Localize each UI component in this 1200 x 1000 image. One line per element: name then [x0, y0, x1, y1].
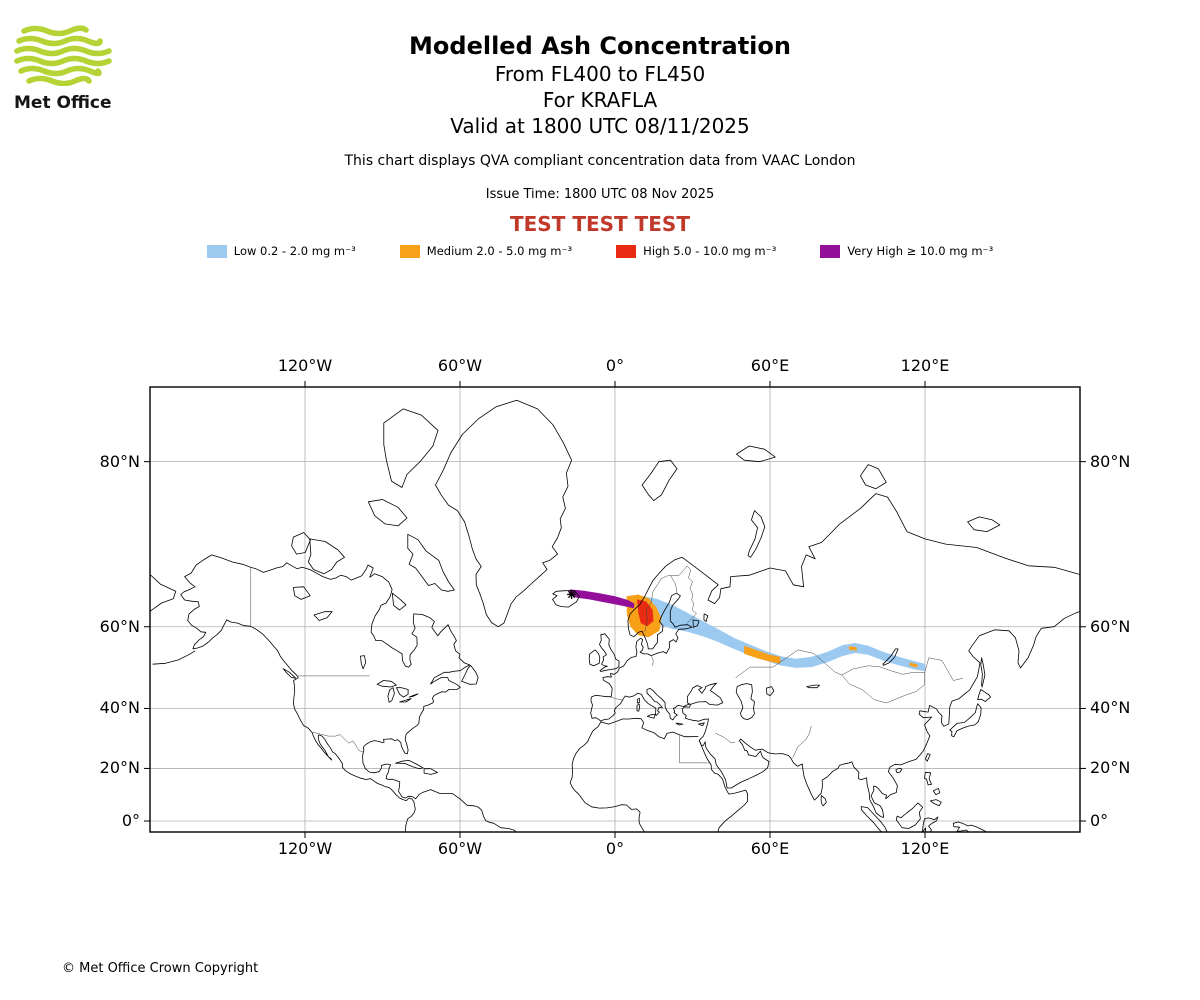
y-tick-left: 20°N	[99, 758, 140, 778]
legend-item-0: Low 0.2 - 2.0 mg m⁻³	[206, 244, 356, 258]
plume-band-low	[640, 595, 925, 672]
legend-swatch	[399, 244, 420, 258]
coastlines	[150, 399, 1080, 832]
y-tick-right: 60°N	[1090, 616, 1131, 636]
met-office-logo-waves	[14, 25, 112, 87]
legend-item-3: Very High ≥ 10.0 mg m⁻³	[820, 244, 993, 258]
legend-swatch	[820, 244, 841, 258]
legend-swatch	[616, 244, 637, 258]
x-tick-top: 120°E	[900, 356, 950, 375]
met-office-logo: Met Office	[14, 24, 134, 113]
chart-description: This chart displays QVA compliant concen…	[344, 153, 856, 169]
legend: Low 0.2 - 2.0 mg m⁻³ Medium 2.0 - 5.0 mg …	[0, 244, 1200, 258]
legend-label: Very High ≥ 10.0 mg m⁻³	[847, 244, 994, 258]
subtitle-flight-levels: From FL400 to FL450	[494, 62, 706, 86]
x-tick-top: 0°	[605, 356, 625, 375]
y-tick-left: 60°N	[99, 616, 140, 636]
x-tick-top: 60°E	[750, 356, 790, 375]
x-tick-bottom: 0°	[605, 839, 625, 858]
plume-band-high	[637, 599, 654, 627]
map-svg	[144, 381, 1086, 838]
legend-label: Low 0.2 - 2.0 mg m⁻³	[233, 244, 356, 258]
x-tick-bottom: 120°E	[900, 839, 950, 858]
y-tick-right: 80°N	[1090, 451, 1131, 471]
legend-swatch	[206, 244, 227, 258]
y-tick-left: 0°	[121, 811, 140, 830]
volcano-marker	[567, 589, 577, 599]
header: Modelled Ash Concentration From FL400 to…	[0, 32, 1200, 236]
map-content	[150, 387, 1080, 832]
met-office-logo-text: Met Office	[14, 93, 112, 113]
subtitle-volcano: For KRAFLA	[542, 88, 658, 112]
x-tick-bottom: 60°W	[437, 839, 483, 858]
ash-plume	[569, 589, 925, 672]
legend-label: High 5.0 - 10.0 mg m⁻³	[643, 244, 777, 258]
legend-item-1: Medium 2.0 - 5.0 mg m⁻³	[399, 244, 573, 258]
x-tick-top: 120°W	[277, 356, 333, 375]
x-tick-bottom: 60°E	[750, 839, 790, 858]
copyright: © Met Office Crown Copyright	[62, 961, 259, 976]
graticule	[150, 387, 1080, 832]
y-tick-right: 20°N	[1090, 758, 1131, 778]
plume-band-very-high	[569, 589, 635, 609]
legend-item-2: High 5.0 - 10.0 mg m⁻³	[616, 244, 776, 258]
country-borders	[250, 565, 964, 764]
test-banner: TEST TEST TEST	[510, 212, 690, 236]
y-tick-right: 40°N	[1090, 698, 1131, 718]
y-tick-left: 80°N	[99, 451, 140, 471]
x-tick-top: 60°W	[437, 356, 483, 375]
y-tick-left: 40°N	[99, 698, 140, 718]
subtitle-valid-time: Valid at 1800 UTC 08/11/2025	[450, 114, 750, 138]
x-tick-bottom: 120°W	[277, 839, 333, 858]
issue-time: Issue Time: 1800 UTC 08 Nov 2025	[485, 187, 715, 202]
y-tick-right: 0°	[1090, 811, 1109, 830]
page-title: Modelled Ash Concentration	[409, 32, 791, 60]
legend-label: Medium 2.0 - 5.0 mg m⁻³	[426, 244, 573, 258]
